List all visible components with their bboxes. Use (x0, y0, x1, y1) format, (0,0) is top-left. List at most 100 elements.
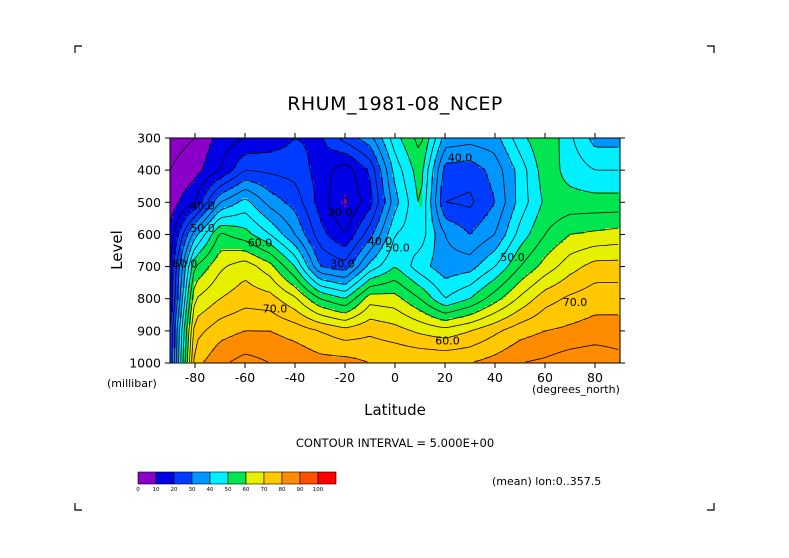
contour-fill-cell (239, 303, 243, 307)
contour-fill-cell (203, 255, 207, 259)
contour-fill-cell (284, 234, 288, 238)
contour-fill-cell (284, 270, 288, 274)
contour-fill-cell (182, 177, 186, 181)
contour-fill-cell (263, 330, 267, 334)
contour-fill-cell (182, 240, 186, 244)
contour-fill-cell (170, 198, 174, 202)
contour-fill-cell (233, 303, 237, 307)
contour-fill-cell (209, 294, 213, 298)
contour-fill-cell (263, 141, 267, 145)
contour-fill-cell (203, 228, 207, 232)
contour-fill-cell (245, 174, 249, 178)
contour-fill-cell (194, 249, 198, 253)
contour-fill-cell (314, 153, 318, 157)
contour-fill-cell (242, 222, 246, 226)
contour-fill-cell (311, 213, 315, 217)
contour-fill-cell (170, 330, 174, 334)
contour-fill-cell (188, 159, 192, 163)
contour-fill-cell (260, 207, 264, 211)
contour-fill-cell (332, 237, 336, 241)
contour-fill-cell (323, 273, 327, 277)
contour-fill-cell (236, 141, 240, 145)
contour-fill-cell (338, 330, 342, 334)
contour-fill-cell (266, 264, 270, 268)
contour-fill-cell (272, 321, 276, 325)
contour-fill-cell (197, 309, 201, 313)
contour-fill-cell (224, 327, 228, 331)
contour-fill-cell (323, 360, 327, 363)
contour-fill-cell (200, 306, 204, 310)
contour-fill-cell (314, 255, 318, 259)
contour-fill-cell (320, 321, 324, 325)
contour-fill-cell (350, 336, 354, 340)
contour-fill-cell (185, 174, 189, 178)
contour-fill-cell (269, 327, 273, 331)
contour-fill-cell (299, 228, 303, 232)
contour-fill-cell (326, 228, 330, 232)
contour-fill-cell (212, 312, 216, 316)
contour-fill-cell (320, 207, 324, 211)
contour-fill-cell (272, 324, 276, 328)
contour-fill-cell (179, 261, 183, 265)
contour-fill-cell (182, 321, 186, 325)
contour-fill-cell (170, 255, 174, 259)
contour-fill-cell (188, 306, 192, 310)
contour-fill-cell (200, 204, 204, 208)
contour-fill-cell (275, 150, 279, 154)
contour-fill-cell (215, 327, 219, 331)
contour-fill-cell (290, 243, 294, 247)
contour-fill-cell (311, 303, 315, 307)
contour-fill-cell (353, 279, 357, 283)
contour-fill-cell (296, 252, 300, 256)
contour-fill-cell (320, 183, 324, 187)
contour-fill-cell (212, 357, 216, 361)
contour-fill-cell (176, 171, 180, 175)
contour-fill-cell (347, 207, 351, 211)
contour-fill-cell (314, 213, 318, 217)
contour-fill-cell (179, 294, 183, 298)
contour-fill-cell (368, 192, 372, 196)
contour-fill-cell (338, 357, 342, 361)
contour-fill-cell (359, 147, 363, 151)
contour-fill-cell (326, 210, 330, 214)
contour-fill-cell (269, 189, 273, 193)
contour-fill-cell (170, 228, 174, 232)
contour-fill-cell (329, 270, 333, 274)
contour-fill-cell (341, 177, 345, 181)
contour-fill-cell (332, 150, 336, 154)
contour-fill-cell (212, 279, 216, 283)
contour-fill-cell (269, 171, 273, 175)
contour-fill-cell (173, 204, 177, 208)
contour-fill-cell (335, 168, 339, 172)
contour-fill-cell (230, 330, 234, 334)
contour-fill-cell (368, 183, 372, 187)
contour-fill-cell (209, 210, 213, 214)
contour-fill-cell (302, 270, 306, 274)
contour-fill-cell (224, 162, 228, 166)
contour-fill-cell (347, 174, 351, 178)
contour-fill-cell (221, 279, 225, 283)
contour-fill-cell (224, 186, 228, 190)
contour-fill-cell (170, 243, 174, 247)
contour-fill-cell (272, 273, 276, 277)
contour-fill-cell (212, 288, 216, 292)
contour-fill-cell (314, 168, 318, 172)
contour-fill-cell (254, 357, 258, 361)
contour-fill-cell (353, 327, 357, 331)
contour-fill-cell (317, 144, 321, 148)
contour-fill-cell (278, 321, 282, 325)
contour-fill-cell (320, 204, 324, 208)
contour-fill-cell (350, 231, 354, 235)
contour-fill-cell (335, 210, 339, 214)
contour-fill-cell (278, 339, 282, 343)
contour-fill-cell (305, 159, 309, 163)
contour-fill-cell (203, 294, 207, 298)
contour-fill-cell (215, 153, 219, 157)
contour-fill-cell (281, 321, 285, 325)
contour-fill-cell (275, 309, 279, 313)
contour-fill-cell (350, 162, 354, 166)
contour-fill-cell (323, 303, 327, 307)
contour-fill-cell (341, 198, 345, 202)
contour-fill-cell (257, 207, 261, 211)
contour-fill-cell (236, 330, 240, 334)
